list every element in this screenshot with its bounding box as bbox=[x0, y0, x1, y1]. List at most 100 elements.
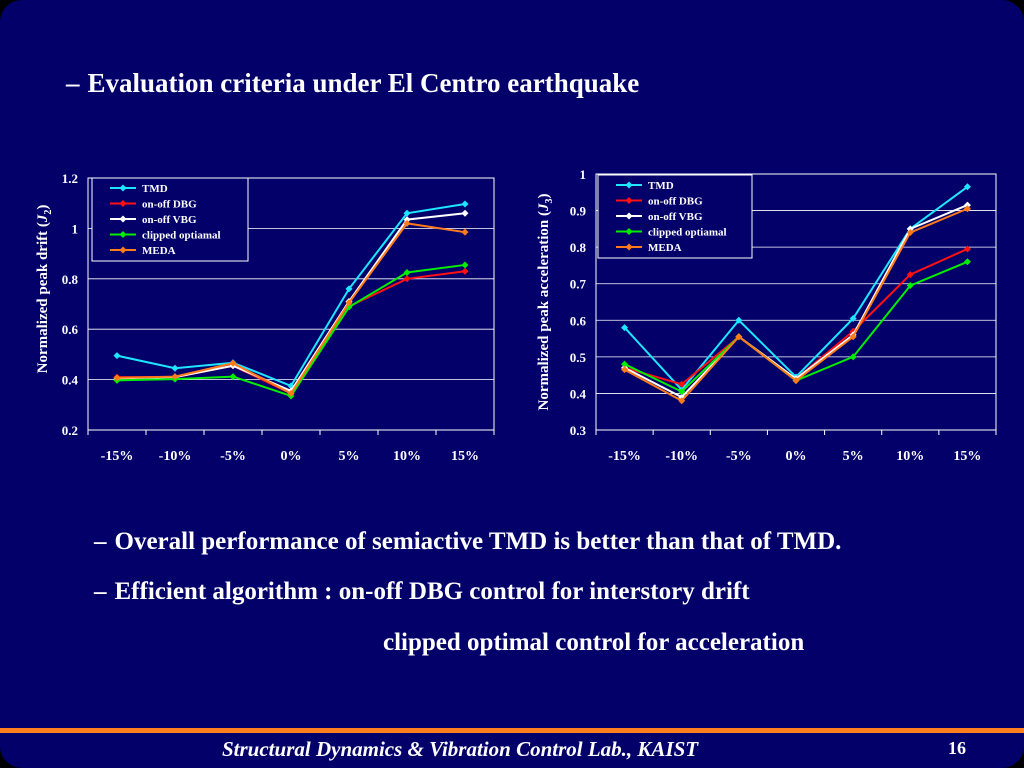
x-tick-label: 0% bbox=[786, 449, 807, 464]
legend-entry: MEDA bbox=[142, 245, 176, 257]
x-tick-label: -15% bbox=[101, 449, 134, 464]
legend-marker bbox=[119, 215, 127, 223]
data-point bbox=[171, 364, 179, 372]
legend-entry: on-off DBG bbox=[648, 196, 703, 208]
legend-entry: clipped optiamal bbox=[142, 230, 221, 242]
data-point bbox=[906, 225, 914, 233]
bullet-1: – Overall performance of semiactive TMD i… bbox=[94, 528, 841, 556]
legend-marker bbox=[119, 200, 127, 207]
data-point bbox=[229, 359, 237, 367]
data-point bbox=[229, 373, 237, 381]
x-tick-label: -10% bbox=[665, 449, 698, 464]
data-point bbox=[906, 271, 914, 279]
data-point bbox=[735, 333, 743, 341]
y-tick-label: 0.8 bbox=[62, 272, 79, 287]
data-point bbox=[621, 360, 629, 368]
data-point bbox=[906, 282, 914, 290]
dash-glyph: – bbox=[66, 68, 80, 98]
x-tick-label: -5% bbox=[220, 449, 246, 464]
legend-marker bbox=[119, 184, 127, 192]
bullet-2-text: Efficient algorithm : on-off DBG control… bbox=[114, 578, 750, 605]
y-tick-label: 0.6 bbox=[570, 313, 587, 328]
slide-title: – Evaluation criteria under El Centro ear… bbox=[66, 68, 639, 99]
y-axis-label: Normalized peak acceleration (J3) bbox=[536, 193, 555, 410]
chart-2: 0.3 0.4 0.5 0.6 0.7 0.8 0.9 1 -15% -10% -5% 0% 5% 10%… bbox=[536, 167, 997, 464]
legend: TMD on-off DBG on-off VBG clipped optiamal M… bbox=[597, 174, 753, 259]
footer-divider bbox=[0, 728, 1024, 733]
y-tick-label: 1 bbox=[580, 167, 587, 182]
bullet-1-text: Overall performance of semiactive TMD is… bbox=[114, 528, 842, 555]
x-tick-label: -10% bbox=[159, 449, 192, 464]
x-tick-label: 15% bbox=[451, 449, 479, 464]
data-point bbox=[461, 200, 469, 208]
x-tick-label: 5% bbox=[843, 449, 864, 464]
data-point bbox=[287, 389, 295, 397]
data-point bbox=[461, 209, 469, 217]
x-tick-label: -5% bbox=[726, 449, 752, 464]
data-point bbox=[963, 258, 971, 266]
legend-marker bbox=[625, 212, 633, 220]
bullet-2-continuation: clipped optimal control for acceleration bbox=[383, 629, 805, 656]
data-point bbox=[113, 374, 121, 382]
footer-lab-name: Structural Dynamics & Vibration Control … bbox=[222, 737, 699, 761]
data-point bbox=[403, 269, 411, 276]
data-point bbox=[345, 299, 353, 307]
y-tick-label: 0.7 bbox=[570, 277, 587, 292]
legend: TMD on-off DBG on-off VBG clipped optiamal M… bbox=[91, 177, 249, 262]
y-tick-label: 0.3 bbox=[570, 423, 587, 438]
data-point bbox=[906, 229, 914, 237]
y-tick-label: 0.4 bbox=[570, 386, 587, 401]
x-tick-label: 10% bbox=[896, 449, 924, 464]
legend-marker bbox=[119, 231, 127, 238]
chart-1: 0.2 0.4 0.6 0.8 1 1.2 -15% -10% -5% 0% 5% 10% 15% Nor… bbox=[35, 171, 495, 464]
page-number: 16 bbox=[948, 738, 966, 758]
y-tick-label: 0.6 bbox=[62, 322, 79, 337]
data-point bbox=[963, 183, 971, 191]
legend-marker bbox=[625, 243, 633, 251]
y-tick-label: 0.2 bbox=[62, 423, 78, 438]
x-tick-label: -15% bbox=[608, 449, 641, 464]
dash-glyph: – bbox=[94, 528, 107, 555]
slide-title-text: Evaluation criteria under El Centro eart… bbox=[87, 68, 640, 98]
legend-entry: TMD bbox=[648, 180, 674, 192]
data-point bbox=[461, 267, 469, 275]
data-point bbox=[735, 316, 743, 324]
y-axis-label: Normalized peak drift (J2) bbox=[35, 205, 54, 374]
data-point bbox=[963, 201, 971, 209]
legend-entry: TMD bbox=[142, 183, 168, 195]
data-point bbox=[113, 352, 121, 360]
legend-entry: clipped optiamal bbox=[648, 227, 727, 239]
data-point bbox=[403, 209, 411, 217]
data-point bbox=[345, 285, 353, 293]
data-point bbox=[171, 373, 179, 381]
data-point bbox=[621, 324, 629, 332]
data-point bbox=[963, 245, 971, 253]
data-point bbox=[678, 380, 686, 388]
legend-marker bbox=[119, 246, 127, 254]
data-point bbox=[403, 275, 411, 283]
legend-entry: on-off DBG bbox=[142, 199, 197, 211]
data-point bbox=[678, 397, 686, 405]
legend-entry: on-off VBG bbox=[142, 214, 197, 226]
data-point bbox=[849, 314, 857, 322]
legend-entry: MEDA bbox=[648, 242, 682, 254]
data-point bbox=[849, 333, 857, 341]
y-tick-label: 0.8 bbox=[570, 240, 587, 255]
y-tick-label: 1.2 bbox=[62, 171, 78, 186]
y-tick-label: 1 bbox=[72, 221, 79, 236]
legend-marker bbox=[625, 197, 633, 204]
x-tick-label: 5% bbox=[339, 449, 360, 464]
data-point bbox=[963, 205, 971, 213]
y-tick-label: 0.4 bbox=[62, 373, 79, 388]
data-point bbox=[678, 388, 686, 396]
data-point bbox=[621, 366, 629, 374]
bullet-2: – Efficient algorithm : on-off DBG contro… bbox=[94, 578, 750, 606]
data-point bbox=[403, 219, 411, 227]
y-tick-label: 0.5 bbox=[570, 350, 587, 365]
data-point bbox=[461, 228, 469, 236]
data-point bbox=[792, 377, 800, 385]
x-tick-label: 15% bbox=[953, 449, 981, 464]
data-point bbox=[461, 261, 469, 269]
data-point bbox=[849, 353, 857, 361]
